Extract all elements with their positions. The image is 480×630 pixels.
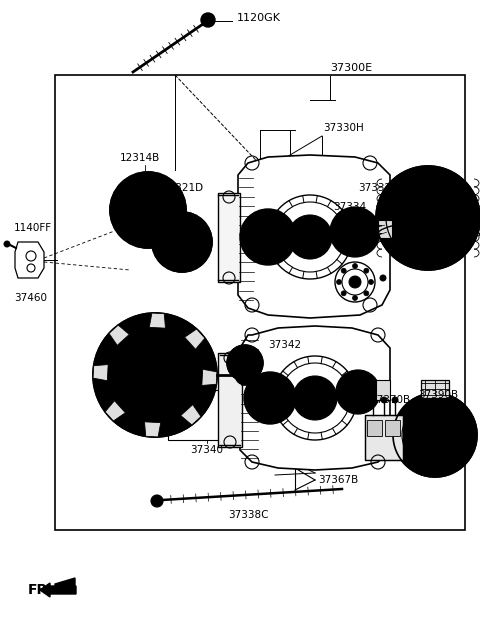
Polygon shape <box>109 325 129 345</box>
Text: 37370B: 37370B <box>370 395 410 405</box>
Circle shape <box>139 359 171 391</box>
Bar <box>365 415 403 460</box>
Text: 1140FF: 1140FF <box>14 223 52 233</box>
Circle shape <box>201 13 215 27</box>
Circle shape <box>392 397 398 403</box>
Circle shape <box>152 212 212 272</box>
Polygon shape <box>93 365 108 381</box>
Bar <box>376 380 390 400</box>
Circle shape <box>349 276 361 288</box>
Circle shape <box>293 376 337 420</box>
Text: 37367B: 37367B <box>318 475 358 485</box>
Circle shape <box>170 230 194 254</box>
Circle shape <box>352 295 358 301</box>
Circle shape <box>341 291 346 296</box>
Circle shape <box>330 207 380 257</box>
Circle shape <box>147 367 163 383</box>
Circle shape <box>258 227 278 247</box>
Circle shape <box>240 358 250 368</box>
Bar <box>385 420 400 436</box>
Polygon shape <box>240 326 390 470</box>
Circle shape <box>240 374 244 379</box>
Circle shape <box>107 327 203 423</box>
Text: 37338C: 37338C <box>228 510 268 520</box>
Circle shape <box>252 372 256 376</box>
Text: 37334: 37334 <box>333 202 366 212</box>
Text: 37321D: 37321D <box>162 183 203 193</box>
Polygon shape <box>180 404 201 425</box>
Polygon shape <box>55 578 75 590</box>
Polygon shape <box>202 369 217 386</box>
Bar <box>365 415 403 460</box>
Circle shape <box>230 355 235 359</box>
Text: 37330H: 37330H <box>323 123 364 133</box>
Text: 1120GK: 1120GK <box>237 13 281 23</box>
Circle shape <box>125 345 185 405</box>
Circle shape <box>235 365 255 385</box>
Text: 37300E: 37300E <box>330 63 372 73</box>
Polygon shape <box>144 422 161 437</box>
Circle shape <box>135 197 161 223</box>
Circle shape <box>380 275 386 281</box>
Circle shape <box>370 397 376 403</box>
Circle shape <box>352 263 358 268</box>
Text: 37342: 37342 <box>268 340 301 350</box>
Bar <box>421 380 449 398</box>
Text: 37460: 37460 <box>14 293 47 303</box>
Circle shape <box>252 350 256 354</box>
Circle shape <box>336 370 380 414</box>
Polygon shape <box>238 155 390 318</box>
Text: 37332: 37332 <box>358 183 391 193</box>
Circle shape <box>141 203 155 217</box>
Polygon shape <box>185 329 205 349</box>
Circle shape <box>423 423 447 447</box>
Circle shape <box>257 361 261 365</box>
Circle shape <box>393 393 477 477</box>
Text: 12314B: 12314B <box>120 153 160 163</box>
Polygon shape <box>105 401 125 421</box>
Circle shape <box>341 268 346 273</box>
Circle shape <box>369 280 373 285</box>
Circle shape <box>240 209 296 265</box>
Bar <box>55 75 465 530</box>
Circle shape <box>336 280 341 285</box>
Circle shape <box>4 241 10 247</box>
Bar <box>378 220 392 238</box>
Text: FR.: FR. <box>28 583 54 597</box>
Circle shape <box>381 397 387 403</box>
Circle shape <box>376 166 480 270</box>
Bar <box>218 353 242 447</box>
Circle shape <box>244 372 296 424</box>
Circle shape <box>262 390 278 406</box>
Bar <box>367 420 382 436</box>
Circle shape <box>288 215 332 259</box>
Text: 37340: 37340 <box>191 445 224 455</box>
Circle shape <box>364 291 369 296</box>
Bar <box>168 390 248 440</box>
Polygon shape <box>15 242 44 278</box>
Circle shape <box>240 347 244 352</box>
Circle shape <box>93 313 217 437</box>
Circle shape <box>110 172 186 248</box>
Bar <box>218 193 240 282</box>
FancyArrow shape <box>40 583 76 597</box>
Circle shape <box>176 236 188 248</box>
Circle shape <box>230 367 235 371</box>
Circle shape <box>151 495 163 507</box>
Circle shape <box>227 345 263 381</box>
Polygon shape <box>149 313 166 328</box>
Circle shape <box>364 268 369 273</box>
Text: 37390B: 37390B <box>418 390 458 400</box>
